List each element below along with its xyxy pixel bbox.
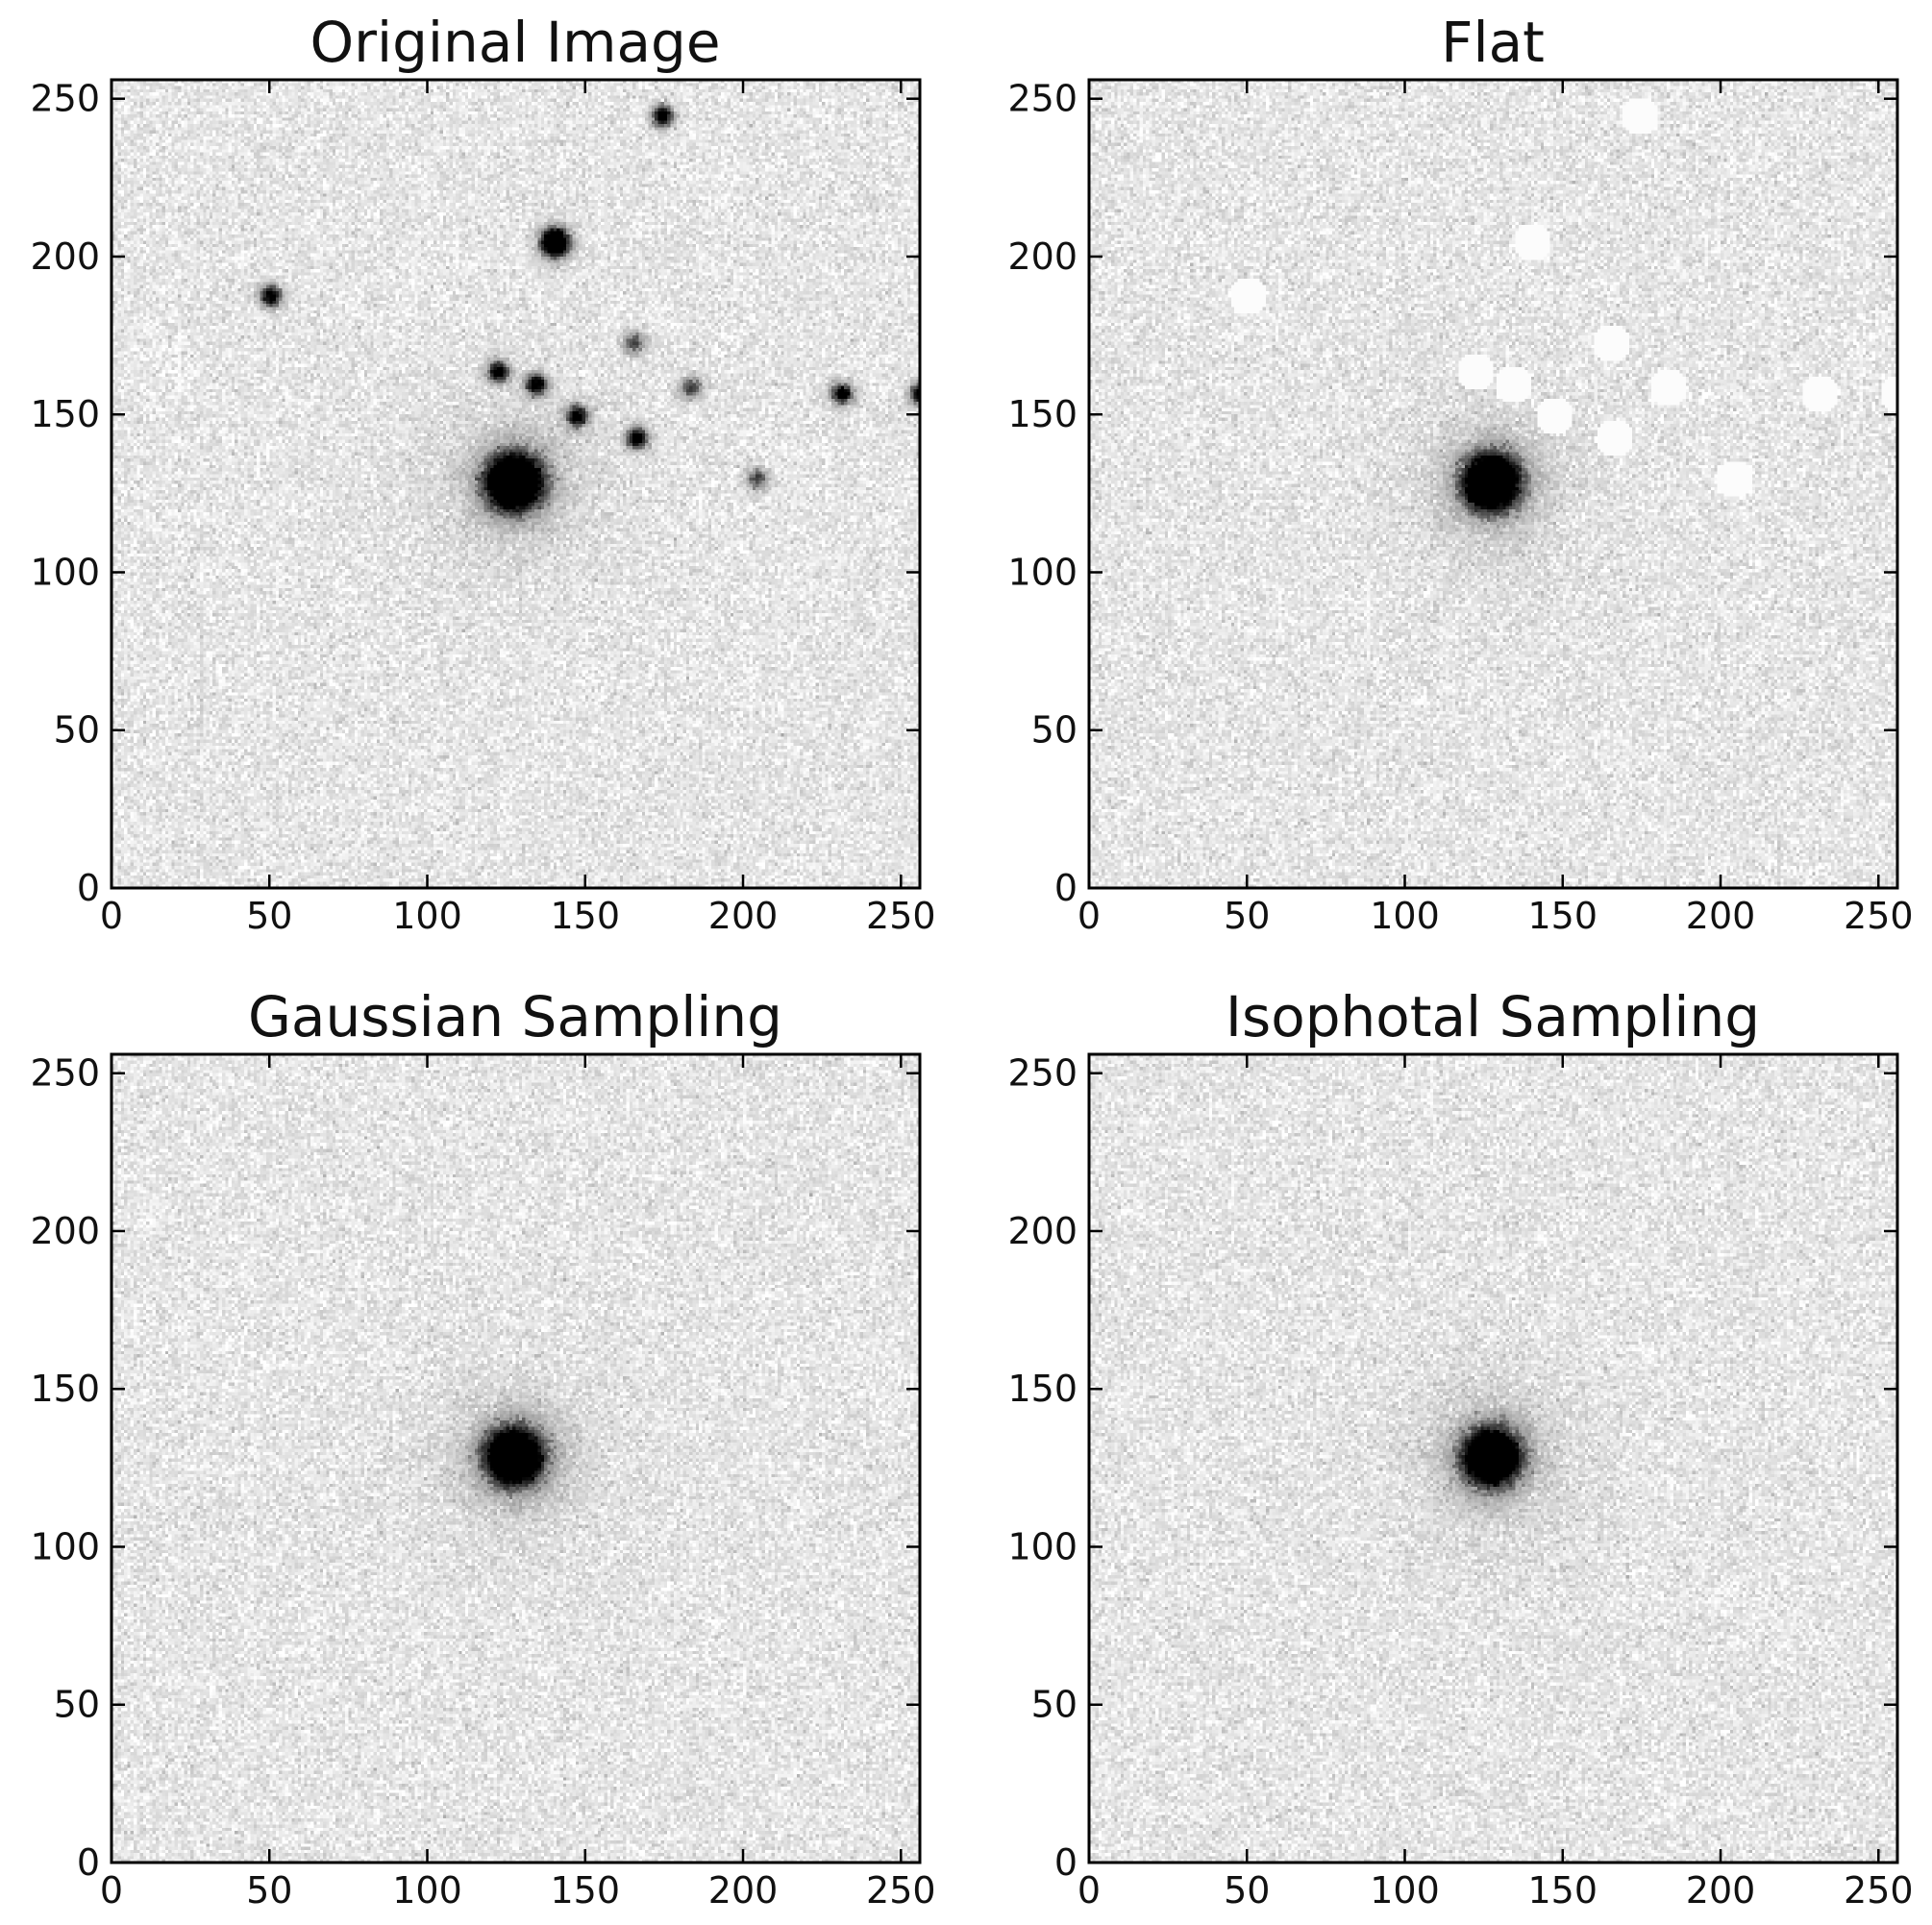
x-tick-label: 0	[1077, 1869, 1101, 1912]
x-tick-label: 150	[1528, 895, 1598, 937]
y-tick-label: 250	[1007, 78, 1077, 120]
y-tick-label: 0	[77, 1841, 100, 1884]
panel-title: Isophotal Sampling	[1226, 984, 1760, 1049]
x-tick-label: 100	[392, 1869, 462, 1912]
x-tick-label: 50	[1224, 895, 1270, 937]
y-tick-label: 200	[30, 235, 100, 278]
panel-title: Original Image	[310, 10, 720, 75]
x-tick-label: 200	[708, 1869, 779, 1912]
panel-title: Flat	[1441, 10, 1545, 75]
x-tick-label: 100	[1370, 895, 1440, 937]
x-tick-label: 150	[1528, 1869, 1598, 1912]
axes-frame	[110, 78, 922, 890]
y-tick-label: 200	[1007, 1210, 1077, 1252]
axis-ticks: 0 50 100 150 200 250 0 50 100 150 200 250	[30, 78, 935, 937]
panel-title: Gaussian Sampling	[248, 984, 782, 1049]
x-tick-label: 0	[100, 1869, 123, 1912]
y-tick-label: 250	[30, 1052, 100, 1095]
y-tick-label: 250	[30, 78, 100, 120]
x-tick-label: 100	[392, 895, 462, 937]
y-tick-label: 50	[54, 709, 100, 752]
axis-ticks: 0 50 100 150 200 250 0 50 100 150 200 250	[30, 1052, 935, 1912]
panel-image	[111, 1054, 920, 1863]
axis-ticks: 0 50 100 150 200 250 0 50 100 150 200 250	[1007, 1052, 1913, 1912]
x-tick-label: 250	[1844, 895, 1914, 937]
x-tick-label: 150	[551, 895, 621, 937]
y-tick-label: 0	[77, 867, 100, 909]
y-tick-label: 0	[1054, 867, 1077, 909]
y-tick-label: 100	[30, 551, 100, 593]
panel-original-image: Original Image 0 50 100 150 200 250 0 50 100 150 2…	[30, 10, 935, 937]
y-tick-label: 250	[1007, 1052, 1077, 1095]
x-tick-label: 200	[1686, 1869, 1756, 1912]
x-tick-label: 200	[1686, 895, 1756, 937]
axes-frame	[1087, 78, 1899, 890]
axis-ticks: 0 50 100 150 200 250 0 50 100 150 200 250	[1007, 78, 1913, 937]
x-tick-label: 250	[1844, 1869, 1914, 1912]
y-tick-label: 150	[1007, 393, 1077, 435]
y-tick-label: 200	[30, 1210, 100, 1252]
x-tick-label: 50	[246, 895, 292, 937]
y-tick-label: 100	[1007, 551, 1077, 593]
y-tick-label: 100	[30, 1525, 100, 1567]
panel-isophotal-sampling: Isophotal Sampling 0 50 100 150 200 250 0 50 100…	[1007, 984, 1913, 1912]
panel-image	[111, 80, 920, 888]
y-tick-label: 200	[1007, 235, 1077, 278]
y-tick-label: 0	[1054, 1841, 1077, 1884]
y-tick-label: 150	[30, 393, 100, 435]
y-tick-label: 150	[30, 1368, 100, 1410]
x-tick-label: 250	[866, 1869, 936, 1912]
x-tick-label: 200	[708, 895, 779, 937]
panel-image	[1089, 80, 1897, 888]
y-tick-label: 50	[1031, 709, 1077, 752]
x-tick-label: 50	[246, 1869, 292, 1912]
x-tick-label: 250	[866, 895, 936, 937]
x-tick-label: 0	[1077, 895, 1101, 937]
panel-image	[1089, 1054, 1897, 1863]
y-tick-label: 100	[1007, 1525, 1077, 1567]
x-tick-label: 0	[100, 895, 123, 937]
panel-flat: Flat 0 50 100 150 200 250 0 50 100 150 200 250	[1007, 10, 1913, 937]
axes-frame	[110, 1052, 922, 1864]
axes-frame	[1087, 1052, 1899, 1864]
y-tick-label: 150	[1007, 1368, 1077, 1410]
x-tick-label: 100	[1370, 1869, 1440, 1912]
panel-gaussian-sampling: Gaussian Sampling 0 50 100 150 200 250 0 50 100 1…	[30, 984, 935, 1912]
y-tick-label: 50	[1031, 1684, 1077, 1726]
y-tick-label: 50	[54, 1684, 100, 1726]
x-tick-label: 150	[551, 1869, 621, 1912]
x-tick-label: 50	[1224, 1869, 1270, 1912]
